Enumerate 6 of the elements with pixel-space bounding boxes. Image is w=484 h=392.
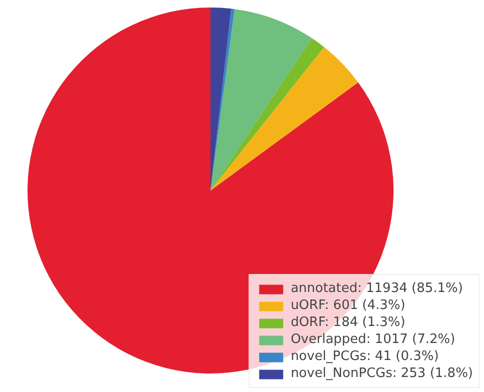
legend-label: Overlapped: 1017 (7.2%) (290, 332, 456, 347)
legend-label: novel_PCGs: 41 (0.3%) (290, 349, 439, 364)
legend-label: uORF: 601 (4.3%) (290, 298, 406, 313)
legend-label: novel_NonPCGs: 253 (1.8%) (290, 366, 473, 381)
legend-label: annotated: 11934 (85.1%) (290, 281, 463, 296)
legend-label: dORF: 184 (1.3%) (290, 315, 406, 330)
